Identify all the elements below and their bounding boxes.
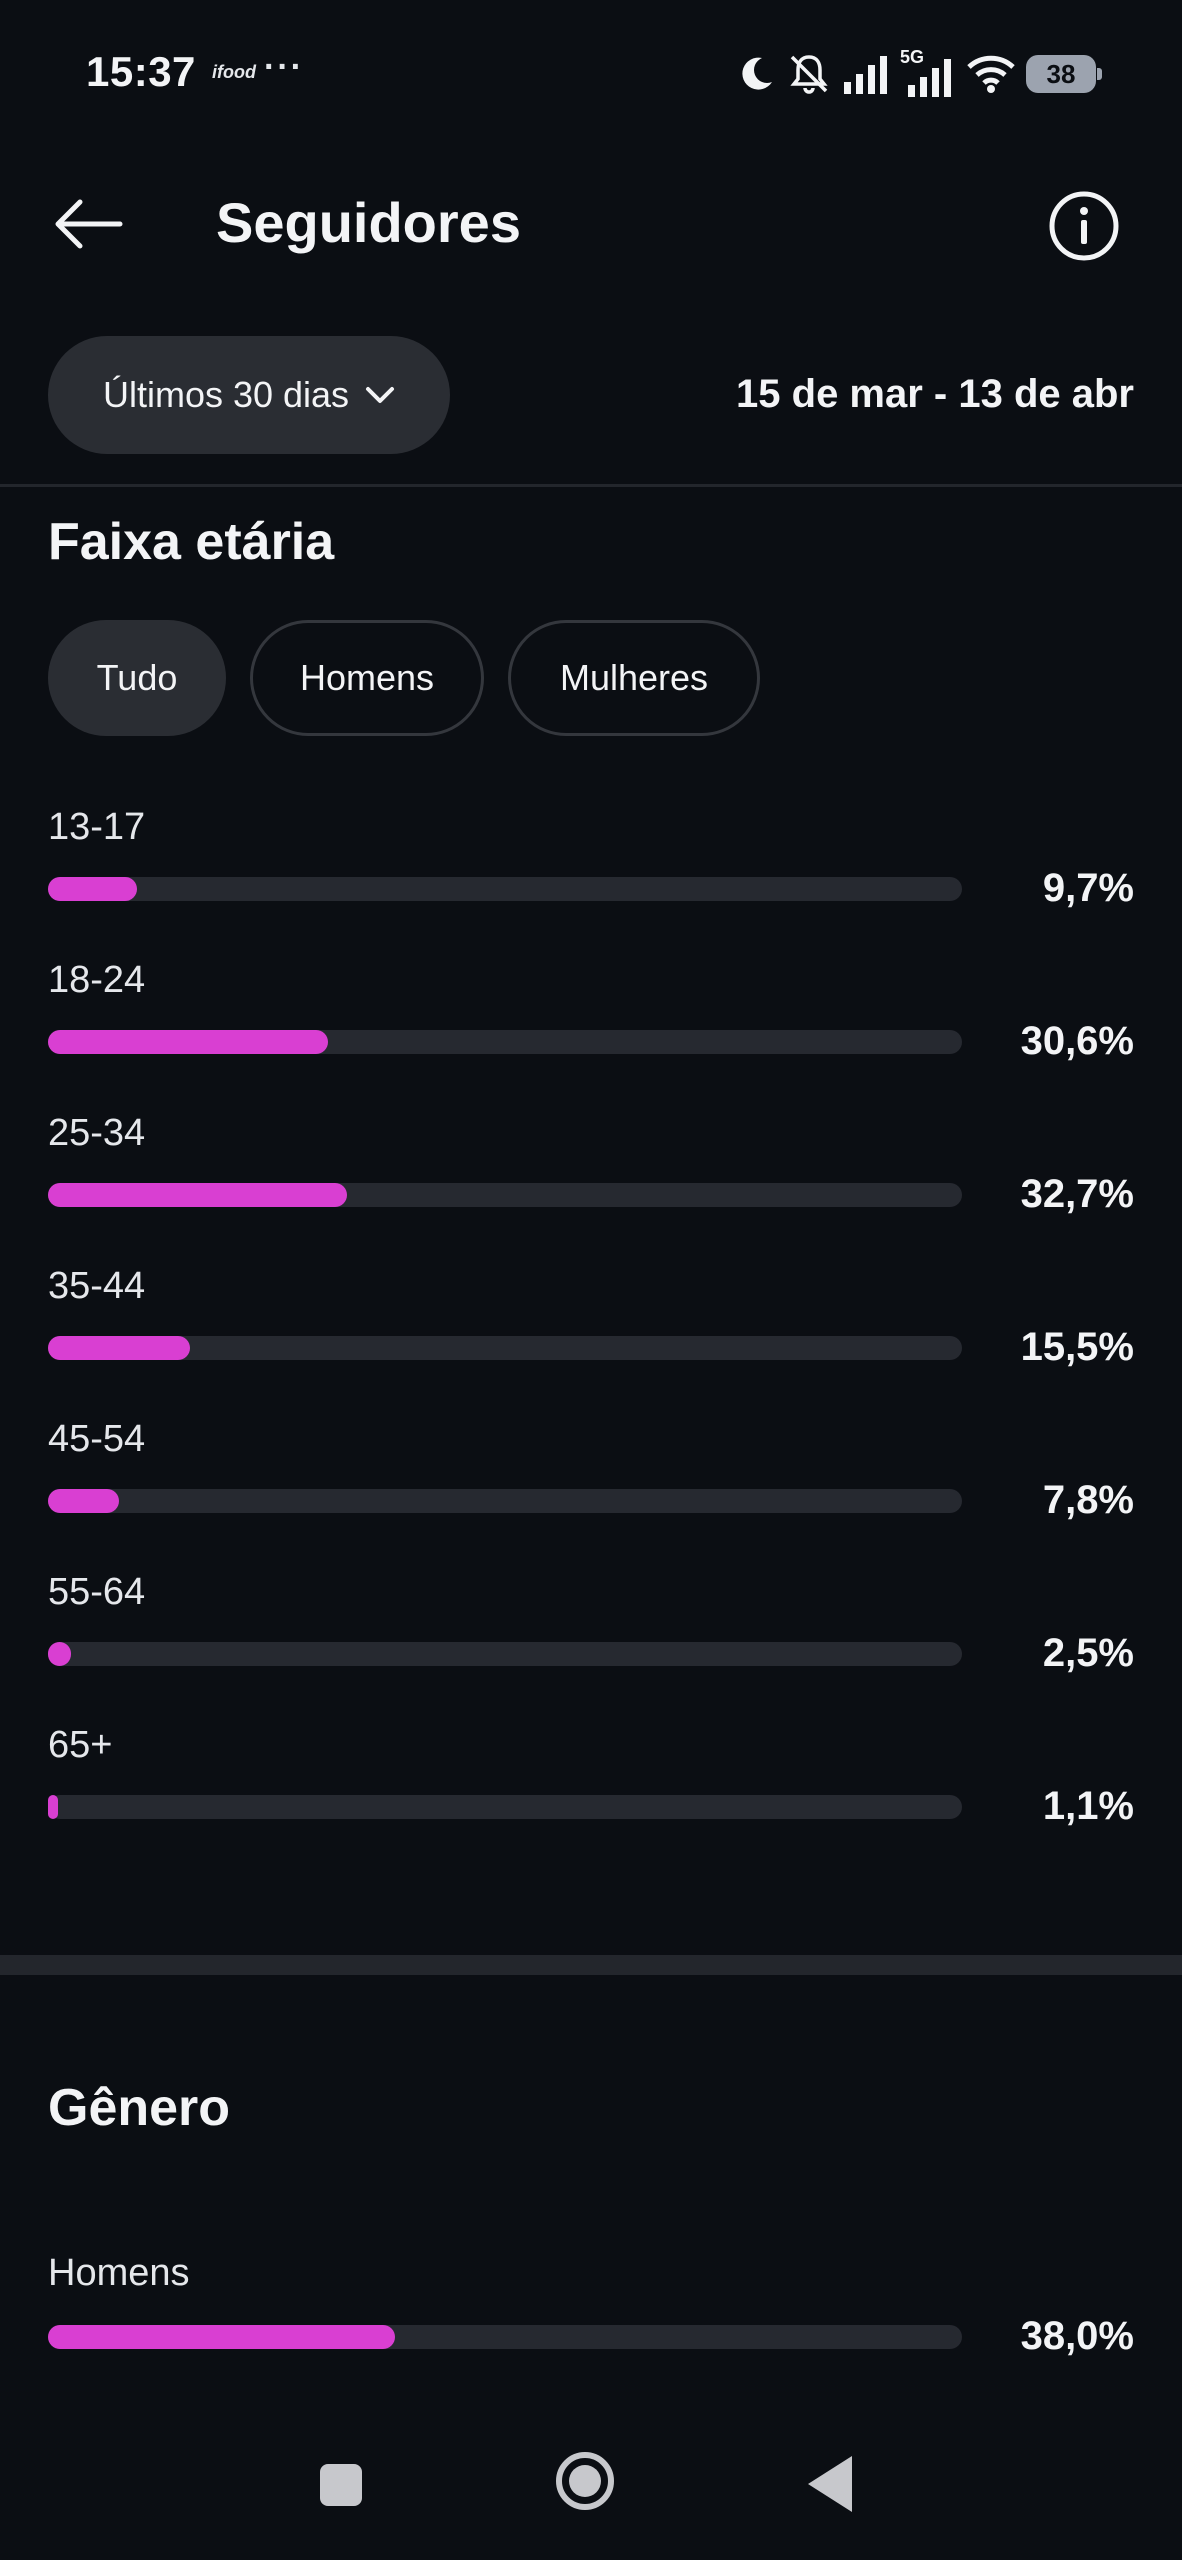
filter-chip-men[interactable]: Homens <box>250 620 484 736</box>
page-title: Seguidores <box>216 191 521 254</box>
age-row-label: 45-54 <box>48 1418 146 1460</box>
info-icon <box>1049 191 1119 261</box>
filter-chip-all[interactable]: Tudo <box>48 620 226 736</box>
home-icon[interactable] <box>556 2452 614 2510</box>
age-row-value: 32,7% <box>1020 1172 1134 1216</box>
filter-chip-label: Tudo <box>96 657 178 698</box>
period-dropdown[interactable]: Últimos 30 dias <box>48 336 450 454</box>
age-row-label: 25-34 <box>48 1112 146 1154</box>
age-bar-fill <box>48 1795 58 1819</box>
moon-icon <box>742 57 772 90</box>
age-bar-fill <box>48 1489 119 1513</box>
more-notifications-icon: ··· <box>264 48 304 86</box>
ifood-notification-icon: ifood <box>212 62 256 82</box>
age-bar-fill <box>48 1030 328 1054</box>
date-range: 15 de mar - 13 de abr <box>736 372 1134 416</box>
battery-icon: 38 <box>1026 55 1102 93</box>
back-button[interactable] <box>40 188 136 260</box>
age-bar-fill <box>48 1642 71 1666</box>
signal-icon <box>844 56 887 94</box>
arrow-left-icon <box>55 199 123 249</box>
divider <box>0 484 1182 487</box>
home-icon-dot <box>569 2465 601 2497</box>
recent-apps-icon[interactable] <box>320 2464 362 2506</box>
age-bar-track <box>48 877 962 901</box>
gender-bar-fill <box>48 2325 395 2349</box>
age-bar-fill <box>48 1183 347 1207</box>
back-triangle-icon[interactable] <box>808 2456 852 2512</box>
age-bar-track <box>48 1336 962 1360</box>
age-bar-track <box>48 1183 962 1207</box>
gender-row-label: Homens <box>48 2252 190 2294</box>
age-row-label: 13-17 <box>48 806 146 848</box>
age-row-value: 2,5% <box>1042 1631 1134 1675</box>
chevron-down-icon <box>366 387 395 403</box>
wifi-icon <box>967 55 1015 93</box>
age-row-value: 7,8% <box>1042 1478 1134 1522</box>
network-type-label: 5G <box>900 47 925 67</box>
age-row-value: 1,1% <box>1042 1784 1134 1828</box>
age-bar-fill <box>48 1336 190 1360</box>
section-divider <box>0 1955 1182 1975</box>
age-bar-track <box>48 1030 962 1054</box>
age-bar-track <box>48 1642 962 1666</box>
age-row-value: 15,5% <box>1020 1325 1134 1369</box>
status-icons: 5G 38 <box>736 46 1102 102</box>
info-button[interactable] <box>1044 186 1124 266</box>
signal-5g-icon: 5G <box>900 47 956 97</box>
age-row-label: 55-64 <box>48 1571 146 1613</box>
filter-chip-label: Homens <box>299 657 435 698</box>
gender-section-title: Gênero <box>48 2079 231 2137</box>
age-bar-track <box>48 1489 962 1513</box>
age-row-value: 30,6% <box>1020 1019 1134 1063</box>
filter-chip-label: Mulheres <box>559 657 709 698</box>
status-time: 15:37 <box>86 48 196 95</box>
age-bar-fill <box>48 877 137 901</box>
age-row-label: 35-44 <box>48 1265 146 1307</box>
age-section-title: Faixa etária <box>48 513 335 571</box>
gender-bar-track <box>48 2325 962 2349</box>
bell-off-icon <box>790 55 828 94</box>
gender-row-value: 38,0% <box>1020 2314 1134 2358</box>
age-row-label: 18-24 <box>48 959 146 1001</box>
age-bar-track <box>48 1795 962 1819</box>
period-label: Últimos 30 dias <box>102 374 350 415</box>
age-row-value: 9,7% <box>1042 866 1134 910</box>
age-row-label: 65+ <box>48 1724 113 1766</box>
filter-chip-women[interactable]: Mulheres <box>508 620 760 736</box>
